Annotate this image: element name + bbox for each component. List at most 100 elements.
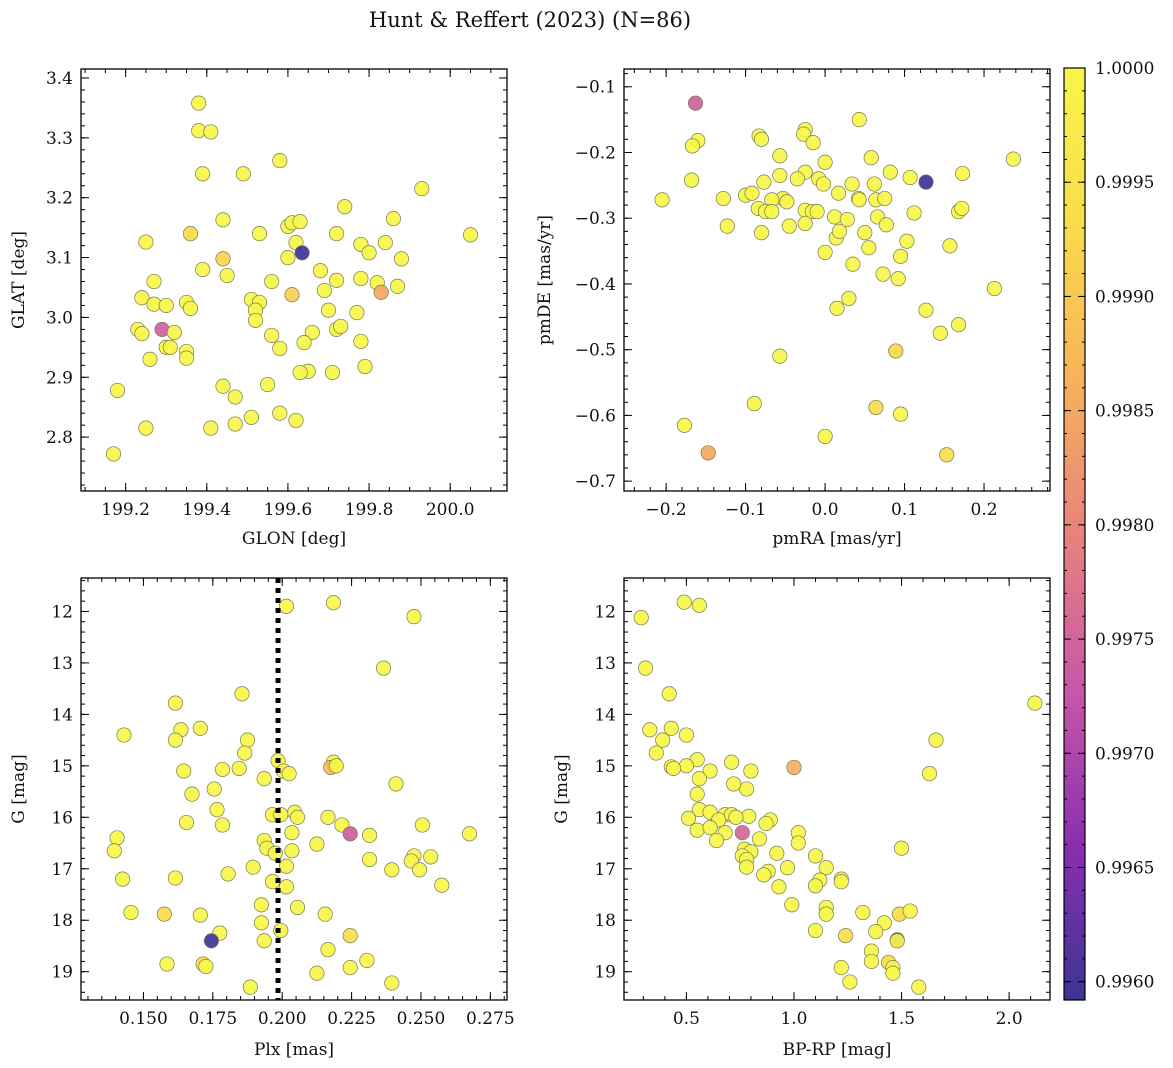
data-point xyxy=(385,211,401,227)
data-point xyxy=(256,771,272,787)
data-point xyxy=(342,960,358,976)
data-point xyxy=(715,190,731,207)
data-point xyxy=(739,859,755,875)
data-point xyxy=(868,399,884,416)
data-point xyxy=(253,915,269,931)
data-point xyxy=(251,226,268,242)
data-point xyxy=(215,251,231,267)
data-point xyxy=(243,409,259,425)
data-point xyxy=(728,809,744,825)
data-point xyxy=(384,975,400,991)
data-point xyxy=(779,194,795,210)
data-point xyxy=(272,340,288,357)
data-point xyxy=(406,609,422,625)
data-point xyxy=(751,831,768,847)
data-point xyxy=(191,95,207,111)
data-point xyxy=(289,899,306,915)
data-point xyxy=(955,165,971,182)
data-point xyxy=(899,233,915,249)
data-point xyxy=(890,271,906,287)
data-point xyxy=(304,324,320,340)
data-point xyxy=(235,166,251,182)
data-point xyxy=(885,965,901,981)
colorbar-ticks: 0.9960 0.9965 0.9970 0.9975 0.9980 0.9985 0.99… xyxy=(1064,59,1154,993)
x-tick-label: 1.5 xyxy=(888,1009,915,1029)
data-point xyxy=(769,845,785,861)
data-point xyxy=(461,826,478,842)
data-point xyxy=(203,933,219,949)
y-tick-label: −0.2 xyxy=(575,143,616,163)
data-point xyxy=(893,840,910,856)
data-point xyxy=(264,327,280,343)
data-point xyxy=(227,416,243,432)
data-point xyxy=(753,225,770,241)
y-tick-label: 12 xyxy=(51,602,73,622)
data-point xyxy=(902,903,918,919)
data-point xyxy=(184,786,200,802)
plot-frame-bprp-g xyxy=(623,577,1051,1001)
data-point xyxy=(361,245,377,261)
data-point xyxy=(882,164,898,180)
data-point xyxy=(388,776,404,792)
data-point xyxy=(902,169,918,186)
data-point xyxy=(166,324,182,340)
data-point xyxy=(414,181,430,197)
data-point xyxy=(146,273,162,290)
y-tick-label: 3.1 xyxy=(46,249,73,269)
data-point xyxy=(928,732,944,748)
data-point xyxy=(818,906,834,922)
colorbar-tick-label: 0.9985 xyxy=(1095,402,1154,422)
data-point xyxy=(875,266,891,282)
y-tick-label: 2.8 xyxy=(46,428,73,448)
y-tick-label: 3.0 xyxy=(46,308,73,328)
data-point xyxy=(167,695,183,711)
data-point xyxy=(349,305,365,321)
y-tick-label: 2.9 xyxy=(46,368,73,388)
x-tick-label: 0.200 xyxy=(258,1009,307,1029)
y-tick-label: 14 xyxy=(51,705,73,725)
x-tick-label: 199.8 xyxy=(345,500,394,520)
x-tick-label: 0.275 xyxy=(466,1009,515,1029)
data-point xyxy=(109,830,125,846)
data-point xyxy=(353,333,369,349)
colorbar-tick-label: 0.9960 xyxy=(1095,973,1154,993)
data-point xyxy=(833,960,849,976)
data-point xyxy=(797,215,813,232)
data-point xyxy=(203,420,219,436)
data-point xyxy=(219,267,235,284)
data-point xyxy=(134,290,150,306)
y-tick-label: 17 xyxy=(51,860,73,880)
y-tick-label: 13 xyxy=(51,654,73,674)
data-point xyxy=(278,598,294,614)
data-point xyxy=(845,256,861,272)
data-point xyxy=(866,176,882,192)
data-point xyxy=(637,660,654,676)
data-point xyxy=(764,204,780,220)
y-tick-label: −0.1 xyxy=(575,78,616,98)
colorbar-tick-label: 0.9970 xyxy=(1095,744,1154,764)
data-point xyxy=(691,597,707,613)
data-point xyxy=(744,185,760,201)
data-point xyxy=(215,378,231,394)
data-point xyxy=(756,174,772,190)
data-point xyxy=(316,282,332,299)
data-point xyxy=(138,234,154,250)
data-point xyxy=(911,979,927,995)
data-point xyxy=(796,126,812,142)
data-point xyxy=(868,924,884,940)
panel-bprp-g: 0.5 1.0 1.5 2.0 12 13 14 15 16 17 18 19 BP-RP [mag]… xyxy=(552,577,1051,1060)
data-point xyxy=(863,150,879,166)
data-point xyxy=(805,135,821,151)
data-point xyxy=(162,339,178,355)
panel-plx-g: 0.150 0.175 0.200 0.225 0.250 0.275 12 13 14 15 16… xyxy=(9,577,515,1060)
data-point xyxy=(393,251,410,267)
data-point xyxy=(893,248,909,264)
data-point xyxy=(829,300,845,316)
ylabel-plx-g: G [mag] xyxy=(9,754,29,823)
data-point xyxy=(648,745,664,761)
y-tick-label: 16 xyxy=(594,808,616,828)
data-point xyxy=(741,808,757,824)
data-point xyxy=(178,350,195,366)
y-tick-label: −0.6 xyxy=(575,406,616,426)
data-point xyxy=(182,226,199,242)
